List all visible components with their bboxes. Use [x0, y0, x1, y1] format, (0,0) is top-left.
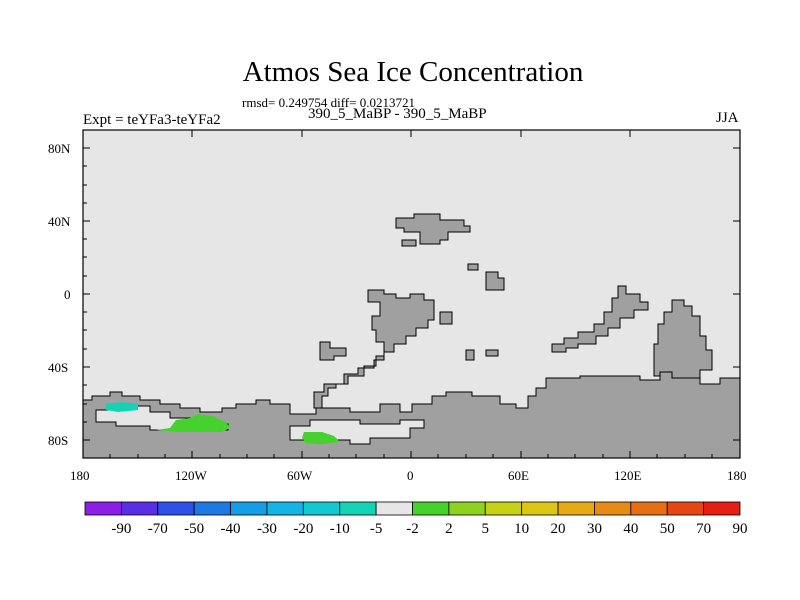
land-islet-2 [439, 311, 453, 325]
lat-label-40n: 40N [48, 214, 71, 229]
colorbar-label: 40 [623, 521, 638, 537]
colorbar-label: 30 [587, 521, 602, 537]
lon-labels: 180 120W 60W 0 60E 120E 180 [70, 468, 747, 483]
lat-label-0: 0 [64, 287, 71, 302]
diff-patch-amundsen [106, 402, 138, 412]
stats-text: rmsd= 0.249754 diff= 0.0213721 [242, 95, 415, 110]
lon-label-120e: 120E [614, 468, 642, 483]
land-north-islet-1 [401, 239, 417, 247]
chart-title: Atmos Sea Ice Concentration [242, 56, 584, 88]
colorbar-label: -5 [370, 521, 383, 537]
colorbar-box [84, 501, 122, 516]
colorbar-box [666, 501, 705, 516]
diff-patch-ross [156, 414, 230, 432]
colorbar-box [193, 501, 231, 516]
colorbar-label: -30 [257, 521, 277, 537]
land-islet-4 [465, 349, 475, 361]
colorbar-box [594, 501, 632, 516]
colorbar-box [448, 501, 486, 516]
lon-label-0: 0 [407, 468, 414, 483]
land-north-islet-3 [485, 271, 505, 291]
colorbar-box [557, 501, 595, 516]
experiment-label: Expt = teYFa3-teYFa2 [83, 112, 221, 128]
colorbar-box [266, 501, 304, 516]
colorbar-box [703, 501, 741, 516]
colorbar-label: -10 [330, 521, 350, 537]
colorbar-label: 90 [733, 521, 748, 537]
lat-labels: 80N 40N 0 40S 80S [48, 141, 71, 448]
lon-label-120w: 120W [175, 468, 208, 483]
lon-label-180e: 180 [727, 468, 747, 483]
colorbar-label: -90 [111, 521, 131, 537]
lon-label-60w: 60W [287, 468, 313, 483]
land-islet-3 [485, 349, 499, 357]
lon-label-60e: 60E [508, 468, 529, 483]
colorbar-label: 2 [445, 521, 453, 537]
lat-label-80s: 80S [48, 433, 68, 448]
land-north-fragment [395, 213, 471, 245]
lon-axis-bottom [82, 130, 741, 458]
lat-axis-left [83, 147, 740, 441]
colorbar-label: 5 [482, 521, 490, 537]
lat-label-80n: 80N [48, 141, 71, 156]
colorbar-label: -70 [148, 521, 168, 537]
colorbar-label: 20 [551, 521, 566, 537]
colorbar-box [302, 501, 341, 516]
land-east-peninsula [551, 285, 649, 353]
colorbar-label: -40 [221, 521, 241, 537]
land-antarctica [82, 371, 741, 459]
map-plot [82, 129, 741, 459]
colorbar-box [120, 501, 159, 516]
colorbar-box [630, 501, 668, 516]
colorbar-label: 10 [514, 521, 529, 537]
land-africa [313, 289, 435, 409]
colorbar-box [412, 501, 450, 516]
colorbar-box [157, 501, 195, 516]
land-north-islet-2 [467, 263, 479, 271]
colorbar-label: -2 [406, 521, 419, 537]
colorbar-label: -20 [293, 521, 313, 537]
diff-patch-weddell [302, 432, 340, 444]
colorbar-box [521, 501, 559, 516]
lat-label-40s: 40S [48, 360, 68, 375]
lon-label-180w: 180 [70, 468, 90, 483]
land-east-continent [653, 299, 713, 379]
colorbar: -90 -70 -50 -40 -30 -20 -10 -5 -2 2 5 10 20 30 40 50 70 9… [84, 501, 748, 537]
colorbar-box [230, 501, 268, 516]
colorbar-label: 70 [696, 521, 711, 537]
colorbar-label: 50 [660, 521, 675, 537]
season-label: JJA [716, 110, 739, 126]
colorbar-label: -50 [184, 521, 204, 537]
colorbar-box [484, 501, 523, 516]
colorbar-box [375, 501, 413, 516]
land-islet-1 [319, 341, 347, 361]
period-label: 390_5_MaBP - 390_5_MaBP [308, 106, 487, 122]
colorbar-box [339, 501, 377, 516]
